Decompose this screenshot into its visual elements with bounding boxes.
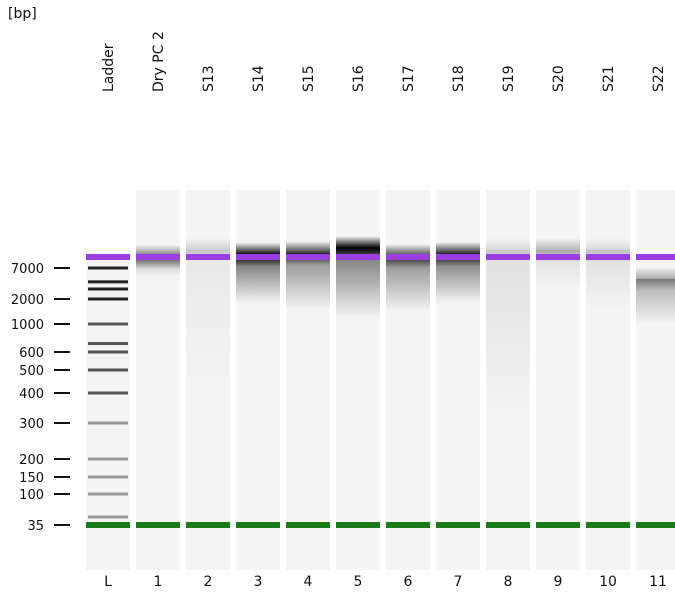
upper-marker [536, 254, 580, 260]
lane-numbers: L 1 2 3 4 5 6 7 8 9 10 11 [104, 574, 667, 590]
lane-number: 5 [354, 574, 363, 590]
lane-title: S18 [451, 65, 467, 92]
lower-marker [486, 522, 530, 528]
lane-title: S14 [251, 65, 267, 92]
lane-number: 6 [404, 574, 413, 590]
lower-marker [336, 522, 380, 528]
upper-marker [586, 254, 630, 260]
ladder-band [88, 492, 128, 496]
ladder-band [88, 287, 128, 291]
lane-title: S20 [551, 65, 567, 92]
lane-L [86, 250, 130, 570]
sample-band [286, 241, 330, 266]
lower-marker [236, 522, 280, 528]
upper-marker [86, 254, 130, 260]
lane-number: 3 [254, 574, 263, 590]
size-tick-label: 200 [19, 453, 44, 468]
upper-marker [186, 254, 230, 260]
lower-marker [386, 522, 430, 528]
size-tick-label: 150 [19, 471, 44, 486]
lower-marker [136, 522, 180, 528]
upper-marker [636, 254, 675, 260]
size-tick-label: 1000 [11, 318, 44, 333]
lane-3 [236, 190, 280, 570]
lane-number: 11 [649, 574, 667, 590]
lower-marker [436, 522, 480, 528]
lane-title: S17 [401, 65, 417, 92]
lane-9 [536, 190, 580, 570]
size-tick-label: 2000 [11, 293, 44, 308]
lane-number: 10 [599, 574, 617, 590]
lane-11 [636, 190, 675, 570]
ladder-band [88, 457, 128, 461]
lane-number: 7 [454, 574, 463, 590]
ladder-band [88, 342, 128, 346]
lower-marker [286, 522, 330, 528]
upper-marker [136, 254, 180, 260]
ladder-band [88, 322, 128, 326]
size-tick-label: 100 [19, 488, 44, 503]
lane-title: Ladder [101, 43, 117, 92]
size-tick-label: 500 [19, 364, 44, 379]
lane-5 [336, 190, 380, 570]
ladder-band [88, 515, 128, 519]
size-axis: 7000 2000 1000 600 500 400 300 200 150 100 35 [11, 262, 70, 534]
upper-marker [486, 254, 530, 260]
lane-titles: Ladder Dry PC 2 S13 S14 S15 S16 S17 S18 S19 S20 S2… [101, 31, 667, 92]
lane-number: 9 [554, 574, 563, 590]
ladder-band [88, 421, 128, 425]
size-tick-label: 7000 [11, 262, 44, 277]
ladder-band [88, 350, 128, 354]
upper-marker [236, 254, 280, 260]
lower-marker [636, 522, 675, 528]
lane-7 [436, 190, 480, 570]
size-tick-label: 400 [19, 387, 44, 402]
lanes-layer [86, 190, 675, 570]
lane-title: S15 [301, 65, 317, 92]
ladder-band [88, 475, 128, 479]
upper-marker [336, 254, 380, 260]
lane-title: S13 [201, 65, 217, 92]
lane-1 [136, 190, 180, 570]
size-tick-label: 300 [19, 417, 44, 432]
ladder-band [88, 280, 128, 284]
lane-8 [486, 190, 530, 570]
size-tick-label: 600 [19, 346, 44, 361]
lane-title: Dry PC 2 [151, 31, 167, 92]
ladder-band [88, 297, 128, 301]
lower-marker [536, 522, 580, 528]
upper-marker [436, 254, 480, 260]
lane-number: 1 [154, 574, 163, 590]
upper-marker [386, 254, 430, 260]
lane-6 [386, 190, 430, 570]
lane-4 [286, 190, 330, 570]
lower-marker [586, 522, 630, 528]
upper-marker [286, 254, 330, 260]
sample-band [636, 266, 675, 291]
ladder-band [88, 391, 128, 395]
ladder-band [88, 368, 128, 372]
smear [486, 250, 530, 423]
lane-background [636, 190, 675, 570]
lane-title: S16 [351, 65, 367, 92]
lower-marker [186, 522, 230, 528]
axis-unit-label: [bp] [8, 6, 37, 22]
lower-marker [86, 522, 130, 528]
ladder-band [88, 266, 128, 270]
smear [186, 250, 230, 393]
lane-2 [186, 190, 230, 570]
lane-number: 8 [504, 574, 513, 590]
lane-title: S19 [501, 65, 517, 92]
lane-title: S21 [601, 65, 617, 92]
lane-number: 4 [304, 574, 313, 590]
lane-10 [586, 190, 630, 570]
lane-number: 2 [204, 574, 213, 590]
size-tick-label: 35 [27, 519, 44, 534]
lane-title: S22 [651, 65, 667, 92]
lane-number: L [104, 574, 112, 590]
